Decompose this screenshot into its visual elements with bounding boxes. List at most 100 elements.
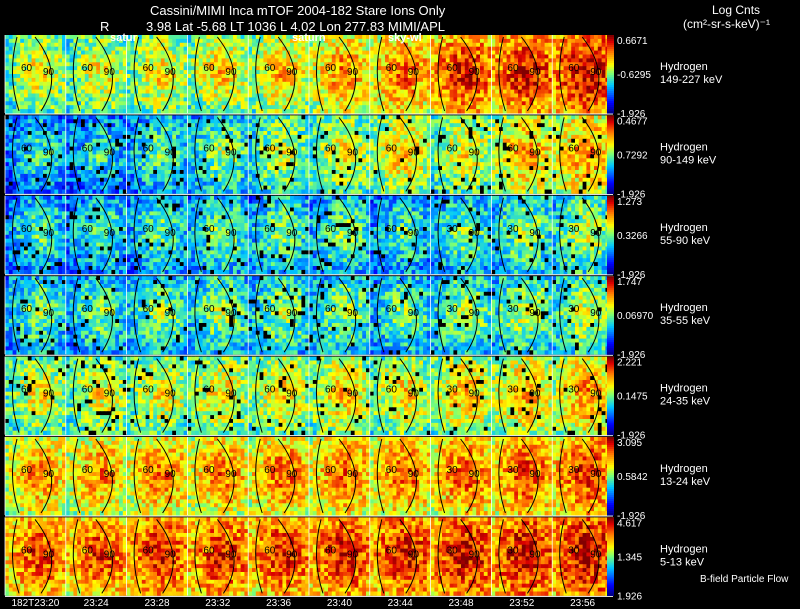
contour-label: 60 bbox=[264, 385, 276, 396]
contour-label: 30 bbox=[568, 465, 580, 476]
contour-lines bbox=[11, 519, 53, 594]
contour-lines bbox=[194, 519, 235, 594]
contour-label: 90 bbox=[165, 549, 177, 560]
heatmap-frame bbox=[309, 437, 371, 516]
colorbar-tick-label: 1.345 bbox=[617, 552, 642, 563]
contour-label: 60 bbox=[203, 545, 215, 556]
contour-lines bbox=[437, 197, 478, 273]
contour-label: 90 bbox=[347, 469, 359, 480]
heatmap-frame bbox=[5, 356, 67, 436]
contour-label: 60 bbox=[386, 63, 398, 74]
contour-label: 90 bbox=[286, 549, 298, 560]
contour-lines bbox=[11, 197, 53, 273]
contour-label: 90 bbox=[590, 549, 602, 560]
heatmap-frame bbox=[65, 517, 128, 596]
contour-label: 90 bbox=[43, 389, 55, 400]
contour-label: 60 bbox=[82, 304, 94, 315]
contour-lines bbox=[255, 358, 296, 433]
contour-lines bbox=[133, 277, 174, 353]
contour-label: 60 bbox=[325, 545, 337, 556]
species-label: Hydrogen bbox=[660, 383, 708, 395]
heatmap-frame bbox=[65, 195, 128, 275]
colorbar-tick-label: -1.926 bbox=[617, 350, 646, 361]
orbit-info: 3.98 Lat -5.68 LT 1036 L 4.02 Lon 277.83… bbox=[146, 20, 445, 33]
contour-label: 60 bbox=[21, 385, 33, 396]
contour-lines bbox=[559, 358, 600, 433]
heatmap-frame bbox=[309, 35, 371, 114]
heatmap-frame bbox=[126, 437, 188, 516]
contour-label: 60 bbox=[264, 224, 276, 235]
heatmap-frame bbox=[430, 276, 492, 355]
colorbar-tick-label: 0.06970 bbox=[617, 311, 654, 322]
contour-label: 60 bbox=[21, 465, 33, 476]
contour-label: 90 bbox=[104, 67, 116, 78]
contour-lines bbox=[194, 358, 235, 433]
contour-label: 60 bbox=[325, 385, 337, 396]
time-tick-label: 23:52 bbox=[509, 598, 534, 609]
contour-lines bbox=[255, 117, 296, 192]
contour-label: 60 bbox=[82, 545, 94, 556]
contour-label: 30 bbox=[447, 385, 459, 396]
time-tick-label: 23:56 bbox=[570, 598, 595, 609]
contour-label: 90 bbox=[347, 228, 359, 239]
contour-label: 60 bbox=[325, 304, 337, 315]
heatmap-frame bbox=[491, 276, 553, 355]
contour-label: 60 bbox=[21, 63, 33, 74]
time-axis: 182T23:20 23:24 23:28 23:32 23:36 23:40 23:44 2… bbox=[11, 598, 595, 609]
time-tick-label: 23:40 bbox=[327, 598, 352, 609]
contour-label: 60 bbox=[21, 545, 33, 556]
contour-label: 60 bbox=[568, 143, 580, 154]
contour-label: 60 bbox=[568, 63, 580, 74]
colorbar-tick-label: 0.4677 bbox=[617, 116, 648, 127]
contour-label: 90 bbox=[469, 389, 481, 400]
contour-label: 60 bbox=[143, 465, 155, 476]
contour-label: 90 bbox=[590, 147, 602, 158]
contour-label: 30 bbox=[568, 385, 580, 396]
units-formula: (cm²-sr-s-keV)⁻¹ bbox=[683, 18, 770, 31]
time-tick-label: 23:28 bbox=[144, 598, 169, 609]
contour-label: 60 bbox=[264, 465, 276, 476]
heatmap-frame bbox=[491, 35, 553, 114]
contour-lines bbox=[559, 438, 600, 514]
contour-lines bbox=[315, 438, 357, 514]
colorbar bbox=[607, 276, 614, 355]
contour-lines bbox=[376, 438, 417, 514]
contour-lines bbox=[11, 117, 53, 192]
contour-lines bbox=[11, 358, 53, 433]
contour-label: 60 bbox=[203, 465, 215, 476]
contour-label: 60 bbox=[143, 143, 155, 154]
contour-lines bbox=[437, 519, 478, 594]
contour-lines bbox=[72, 117, 113, 192]
contour-lines bbox=[437, 117, 478, 192]
contour-label: 90 bbox=[43, 228, 55, 239]
contour-lines bbox=[72, 438, 113, 514]
overlay-label: satur bbox=[110, 32, 138, 44]
contour-label: 90 bbox=[469, 549, 481, 560]
contour-lines bbox=[194, 36, 235, 112]
contour-label: 90 bbox=[529, 67, 541, 78]
contour-lines bbox=[315, 358, 357, 433]
contour-label: 30 bbox=[568, 304, 580, 315]
heatmap-frame bbox=[187, 35, 249, 114]
heatmap-frame bbox=[65, 276, 128, 355]
contour-lines bbox=[255, 277, 296, 353]
contour-label: 60 bbox=[82, 63, 94, 74]
contour-label: 90 bbox=[590, 228, 602, 239]
contour-label: 60 bbox=[386, 143, 398, 154]
heatmap-frame bbox=[369, 356, 432, 436]
contour-lines bbox=[498, 519, 539, 594]
colorbar-tick-label: 1.747 bbox=[617, 277, 642, 288]
heatmap-frame bbox=[5, 195, 67, 275]
colorbar-tick-label: -1.926 bbox=[617, 511, 646, 522]
time-tick-label: 23:48 bbox=[448, 598, 473, 609]
colorbar-tick-label: 0.7292 bbox=[617, 150, 648, 161]
contour-label: 60 bbox=[325, 465, 337, 476]
heatmap-frame bbox=[126, 35, 188, 114]
contour-label: 60 bbox=[507, 143, 519, 154]
contour-lines bbox=[376, 519, 417, 594]
contour-label: 90 bbox=[104, 469, 116, 480]
contour-label: 60 bbox=[264, 304, 276, 315]
contour-label: 90 bbox=[43, 549, 55, 560]
heatmap-frame bbox=[5, 276, 67, 355]
heatmap-frame bbox=[126, 517, 188, 596]
